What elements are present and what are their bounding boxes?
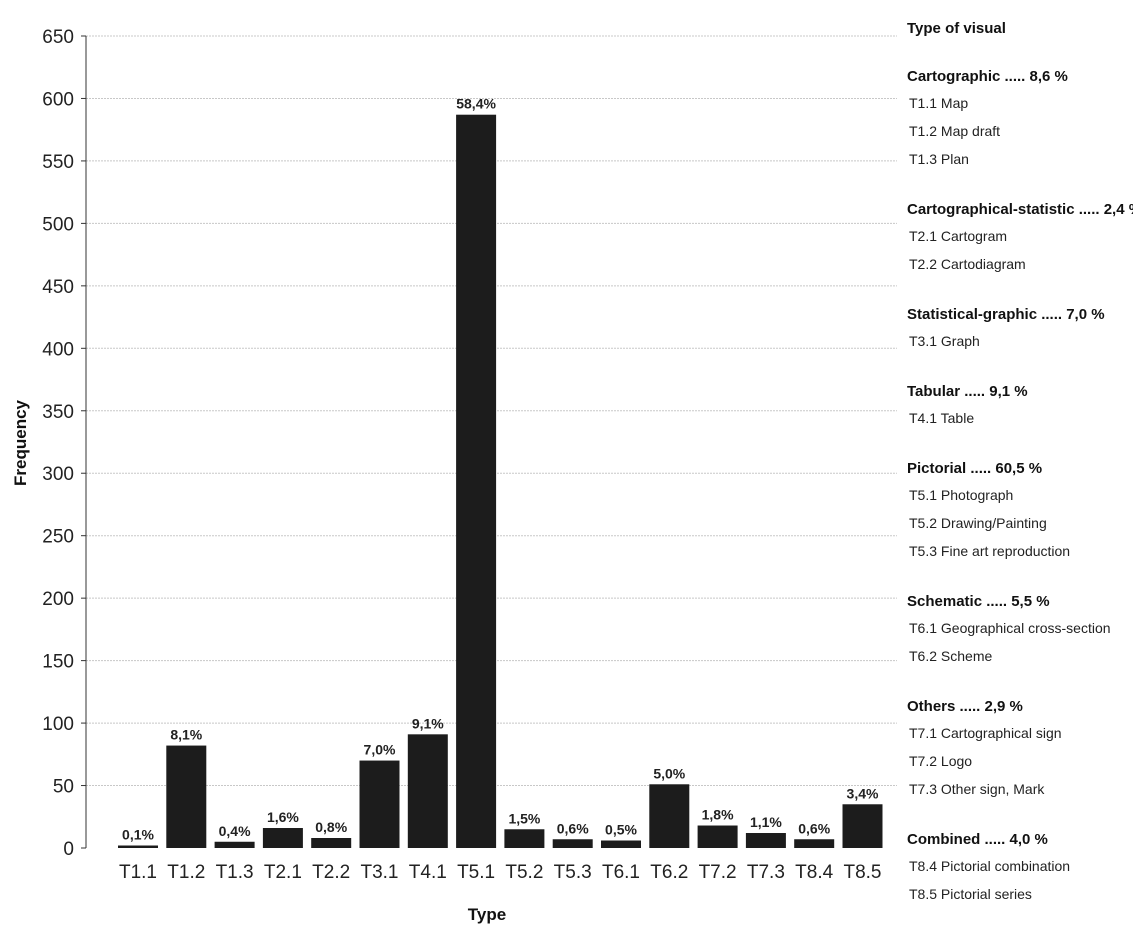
x-tick-label: T4.1 <box>409 862 447 883</box>
legend-group-heading: Pictorial ..... 60,5 % <box>907 460 1042 477</box>
bar-t1-1 <box>118 845 158 848</box>
bars <box>118 114 883 848</box>
legend-item: T8.5 Pictorial series <box>909 886 1032 902</box>
x-tick-label: T1.1 <box>119 862 157 883</box>
legend-item: T2.2 Cartodiagram <box>909 256 1026 272</box>
legend-group-heading: Cartographical-statistic ..... 2,4 % <box>907 201 1133 218</box>
legend-group-heading: Tabular ..... 9,1 % <box>907 383 1028 400</box>
y-tick-label: 100 <box>42 714 74 735</box>
data-label: 0,4% <box>219 823 251 839</box>
data-label: 0,8% <box>315 819 347 835</box>
y-tick-label: 450 <box>42 277 74 298</box>
legend: Type of visual Cartographic ..... 8,6 % T1… <box>907 20 1133 902</box>
data-label: 7,0% <box>364 742 396 758</box>
data-labels: 0,1% 8,1% 0,4% 1,6% 0,8% 7,0% 9,1% 58,4% 1,5% 0,6… <box>122 96 879 843</box>
x-tick-label: T7.2 <box>699 862 737 883</box>
y-tick-label: 350 <box>42 402 74 423</box>
x-tick-label: T3.1 <box>360 862 398 883</box>
bar-t4-1 <box>407 734 448 848</box>
x-axis-title: Type <box>468 905 506 924</box>
legend-item: T1.1 Map <box>909 95 968 111</box>
legend-group-heading: Combined ..... 4,0 % <box>907 831 1048 848</box>
legend-item: T7.3 Other sign, Mark <box>909 781 1045 797</box>
y-tick-labels: 0 50 100 150 200 250 300 350 400 450 500 550 600 650 <box>42 27 74 860</box>
x-tick-label: T5.2 <box>505 862 543 883</box>
data-label: 58,4% <box>456 96 496 112</box>
data-label: 9,1% <box>412 715 444 731</box>
legend-item: T7.1 Cartographical sign <box>909 725 1062 741</box>
y-tick-label: 600 <box>42 89 74 110</box>
legend-title: Type of visual <box>907 20 1006 37</box>
legend-group-heading: Statistical-graphic ..... 7,0 % <box>907 306 1105 323</box>
legend-item: T8.4 Pictorial combination <box>909 858 1070 874</box>
legend-item: T1.3 Plan <box>909 151 969 167</box>
data-label: 5,0% <box>653 765 685 781</box>
bar-t7-2 <box>697 825 738 848</box>
legend-item: T5.3 Fine art reproduction <box>909 543 1070 559</box>
y-tick-label: 0 <box>63 839 74 860</box>
data-label: 1,5% <box>508 810 540 826</box>
data-label: 0,1% <box>122 827 154 843</box>
bar-t8-4 <box>794 839 835 848</box>
x-tick-label: T5.1 <box>457 862 495 883</box>
bar-t1-3 <box>214 841 255 848</box>
legend-item: T4.1 Table <box>909 410 974 426</box>
bar-t5-1 <box>456 114 497 848</box>
y-tick-label: 50 <box>53 777 74 798</box>
legend-group-heading: Others ..... 2,9 % <box>907 698 1023 715</box>
data-label: 1,8% <box>702 807 734 823</box>
y-tick-label: 250 <box>42 527 74 548</box>
legend-item: T7.2 Logo <box>909 753 972 769</box>
x-tick-label: T8.5 <box>843 862 881 883</box>
bar-t2-2 <box>311 838 352 848</box>
legend-group-heading: Cartographic ..... 8,6 % <box>907 68 1068 85</box>
x-tick-label: T6.1 <box>602 862 640 883</box>
x-tick-label: T1.2 <box>167 862 205 883</box>
x-tick-label: T6.2 <box>650 862 688 883</box>
y-tick-label: 300 <box>42 464 74 485</box>
axes <box>81 35 87 849</box>
bar-t1-2 <box>166 745 207 848</box>
legend-item: T5.2 Drawing/Painting <box>909 515 1047 531</box>
y-tick-label: 550 <box>42 152 74 173</box>
legend-item: T3.1 Graph <box>909 333 980 349</box>
data-label: 1,6% <box>267 809 299 825</box>
data-label: 1,1% <box>750 814 782 830</box>
legend-item: T6.2 Scheme <box>909 648 992 664</box>
bar-t6-1 <box>601 840 641 848</box>
x-tick-labels: T1.1 T1.2 T1.3 T2.1 T2.2 T3.1 T4.1 T5.1 T5.2 T5.3… <box>119 862 882 883</box>
bar-t3-1 <box>359 760 400 848</box>
x-tick-label: T8.4 <box>795 862 833 883</box>
x-tick-label: T2.1 <box>264 862 302 883</box>
x-tick-label: T2.2 <box>312 862 350 883</box>
y-tick-label: 400 <box>42 339 74 360</box>
data-label: 0,6% <box>557 820 589 836</box>
bar-t6-2 <box>649 784 690 848</box>
bar-t7-3 <box>745 833 786 848</box>
x-tick-label: T5.3 <box>554 862 592 883</box>
x-tick-label: T7.3 <box>747 862 785 883</box>
legend-item: T5.1 Photograph <box>909 487 1013 503</box>
y-tick-label: 150 <box>42 652 74 673</box>
legend-group-heading: Schematic ..... 5,5 % <box>907 593 1050 610</box>
bar-t8-5 <box>842 804 883 848</box>
y-axis-title: Frequency <box>11 399 30 486</box>
x-tick-label: T1.3 <box>216 862 254 883</box>
y-tick-label: 500 <box>42 214 74 235</box>
legend-item: T1.2 Map draft <box>909 123 1000 139</box>
y-tick-label: 650 <box>42 27 74 48</box>
y-tick-label: 200 <box>42 589 74 610</box>
bar-t5-2 <box>504 829 545 848</box>
data-label: 8,1% <box>170 727 202 743</box>
bar-t5-3 <box>552 839 593 848</box>
data-label: 0,6% <box>798 820 830 836</box>
bar-t2-1 <box>262 828 303 848</box>
legend-item: T2.1 Cartogram <box>909 228 1007 244</box>
data-label: 3,4% <box>847 785 879 801</box>
legend-item: T6.1 Geographical cross-section <box>909 620 1111 636</box>
data-label: 0,5% <box>605 822 637 838</box>
